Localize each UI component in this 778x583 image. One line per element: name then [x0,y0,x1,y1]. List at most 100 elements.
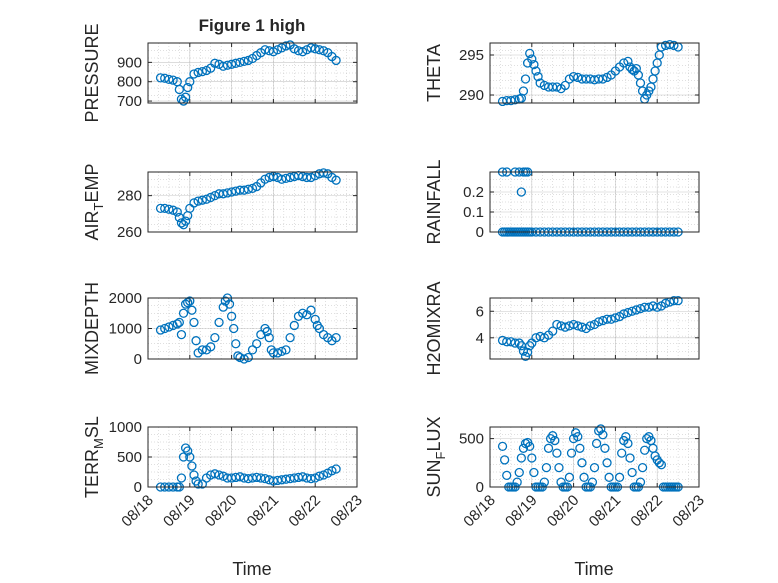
data-point [527,453,537,463]
y-tick-label: 0.1 [463,204,484,221]
data-point [531,66,541,76]
y-tick-label: 260 [117,224,142,241]
data-point [164,204,174,214]
data-point [627,467,637,478]
y-axis-label-tail: LUX [424,417,444,452]
y-tick-label: 900 [117,54,142,71]
data-point [654,458,664,468]
data-point [218,471,228,481]
data-point [185,452,195,462]
y-axis-label-main: SUN [424,459,444,497]
data-point [554,462,564,473]
data-point [623,307,633,318]
data-point [631,63,641,74]
data-point [298,47,308,57]
data-point [564,472,575,482]
data-point [545,433,556,444]
data-point [627,64,637,75]
y-tick-label: 700 [117,93,142,110]
y-axis-label-subscript: M [91,438,106,449]
y-axis-label: PRESSURE [82,23,102,122]
y-tick-label: 4 [476,330,484,347]
figure-title: Figure 1 high [199,16,306,35]
data-point [260,473,270,484]
data-point [277,174,287,184]
y-axis-label-subscript: F [433,451,448,459]
data-point [552,319,562,330]
data-point [568,319,579,330]
data-point [289,320,299,331]
data-point [247,183,258,194]
data-point [525,341,535,351]
data-point [306,172,316,183]
panel-theta: 290 295 THETA [424,39,700,107]
data-point [598,74,608,84]
data-point [314,471,325,481]
data-point [210,332,220,343]
y-tick-label: 0.2 [463,184,484,201]
y-tick-label: 2000 [109,290,142,307]
data-point [520,74,531,84]
y-axis-label: MIXDEPTH [82,282,102,375]
data-point [585,321,595,331]
data-point [669,40,679,51]
data-point [614,472,625,482]
data-point [180,92,191,102]
data-point [619,309,629,319]
data-point [560,322,570,332]
data-point [587,477,598,487]
data-point [185,77,195,87]
data-point [187,305,197,315]
data-point [625,453,635,463]
data-point [298,308,308,318]
y-tick-label: 1000 [109,419,142,436]
data-point [589,462,600,473]
data-point [660,298,671,308]
y-axis-label: AIRTEMP [82,164,106,241]
data-point [180,216,191,226]
y-axis-label-main: PRESSURE [82,23,102,122]
x-axis-label-right: Time [574,559,613,579]
data-point [548,326,558,336]
y-axis-label-main: MIXDEPTH [82,282,102,375]
data-point [281,41,291,51]
data-point [226,187,237,197]
data-point [277,346,287,357]
y-axis-label-main: THETA [424,44,444,102]
data-point [497,441,508,452]
data-point [201,194,212,204]
data-point [176,329,187,340]
data-point [214,317,224,328]
data-point [272,348,283,358]
data-point [577,458,587,468]
data-point [260,174,270,184]
y-tick-label: 500 [117,449,142,466]
data-point [621,432,631,442]
y-tick-label: 280 [117,188,142,205]
x-axis-label-left: Time [232,559,271,579]
data-point [176,218,187,228]
data-point [327,466,337,476]
y-axis-label-main: H2OMIXRA [424,281,444,375]
data-point [268,47,279,57]
y-tick-label: 0 [134,351,142,368]
data-point [197,195,207,205]
data-point [579,472,589,482]
data-point [160,203,170,214]
data-point [226,311,237,321]
data-point [298,472,308,482]
data-point [331,175,341,185]
data-point [247,345,258,355]
data-point [189,317,199,328]
data-point [214,470,224,480]
data-point [160,323,170,334]
data-point [310,44,320,54]
data-point [218,61,228,71]
data-point [529,59,539,70]
data-point [277,43,287,53]
data-point [229,323,239,334]
data-point [635,477,646,487]
axes-box [147,297,358,360]
data-point [193,67,203,78]
